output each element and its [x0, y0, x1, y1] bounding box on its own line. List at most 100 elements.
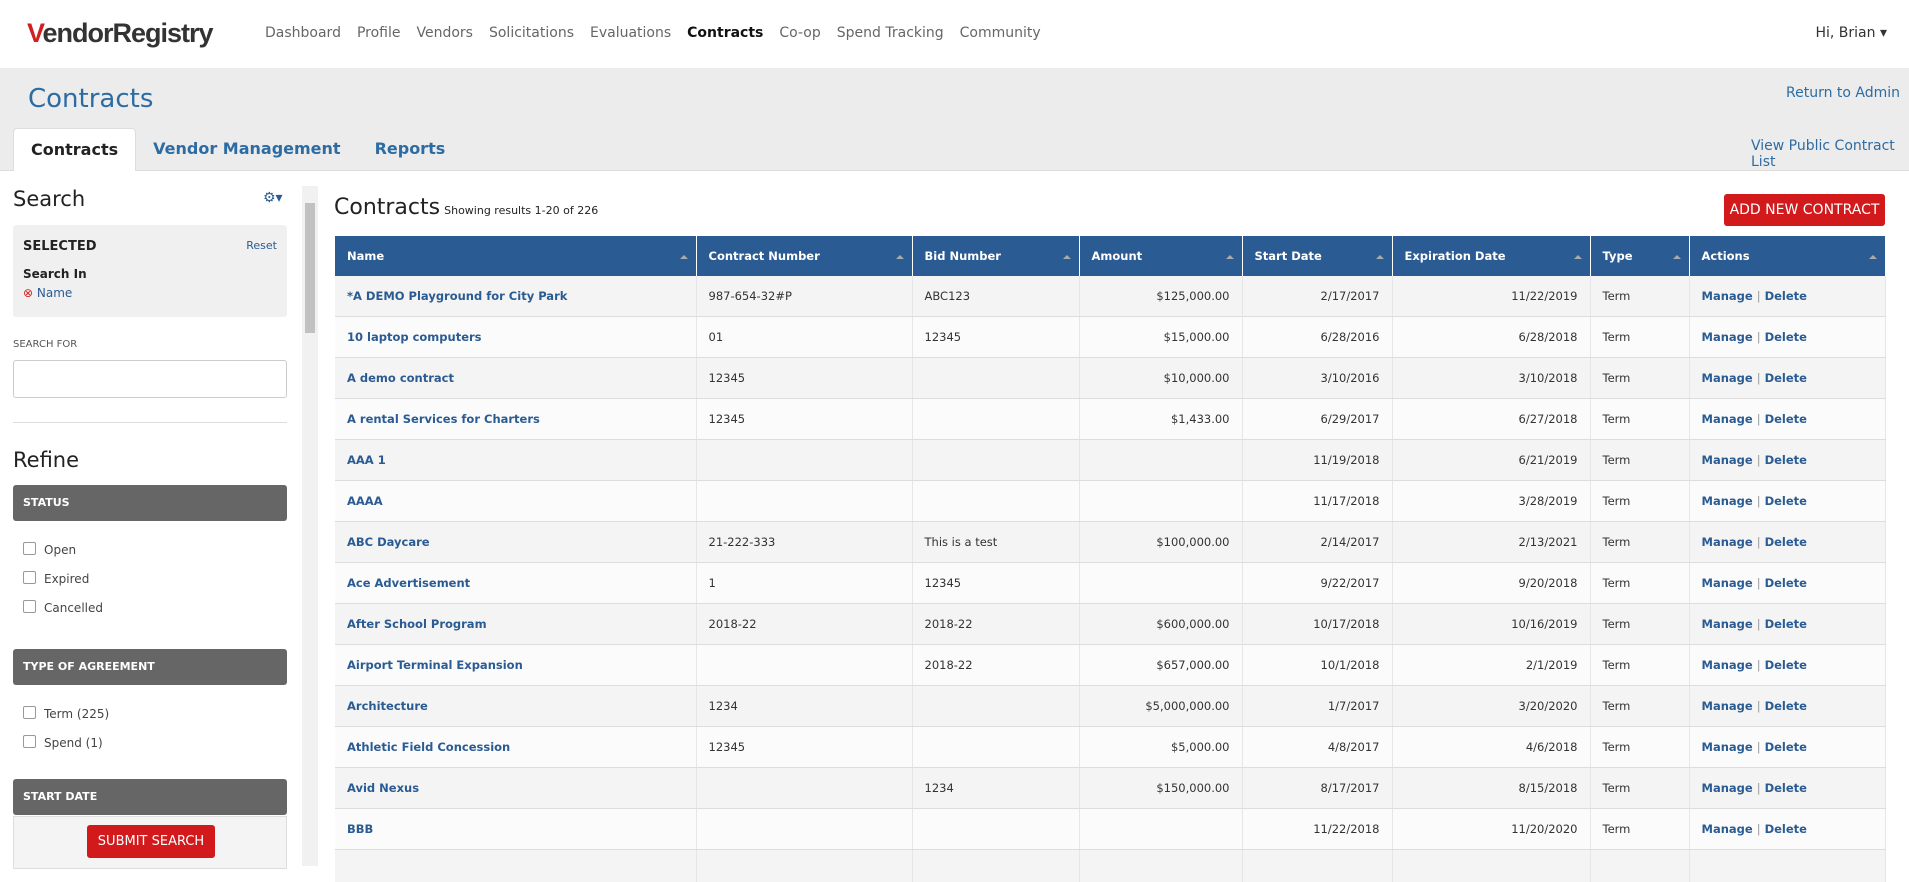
- action-link[interactable]: Manage: [1701, 617, 1753, 631]
- submit-button[interactable]: SUBMIT SEARCH: [87, 825, 215, 858]
- cell: $100,000.00: [1079, 521, 1243, 563]
- contract-name[interactable]: Athletic Field Concession: [335, 726, 697, 768]
- cell: 987-654-32#P: [696, 276, 913, 317]
- action-link[interactable]: Delete: [1764, 658, 1807, 672]
- action-link[interactable]: Delete: [1764, 289, 1807, 303]
- action-link[interactable]: Delete: [1764, 617, 1807, 631]
- action-link[interactable]: Manage: [1701, 371, 1753, 385]
- nav-link[interactable]: Solicitations: [488, 25, 574, 41]
- contract-name[interactable]: BBB: [335, 808, 697, 850]
- action-link[interactable]: Manage: [1701, 740, 1753, 754]
- nav-link[interactable]: Co-op: [779, 25, 821, 41]
- filter-header[interactable]: START DATE: [13, 779, 287, 815]
- contract-name[interactable]: Ace Advertisement: [335, 562, 697, 604]
- action-link[interactable]: Manage: [1701, 535, 1753, 549]
- contracts-table: Name Contract Number Bid Number Amount Start…: [335, 236, 1886, 882]
- contract-name[interactable]: Airport Terminal Expansion: [335, 644, 697, 686]
- contract-name[interactable]: ABC Daycare: [335, 521, 697, 563]
- action-link[interactable]: Delete: [1764, 535, 1807, 549]
- action-link[interactable]: Manage: [1701, 289, 1753, 303]
- action-link[interactable]: Manage: [1701, 412, 1753, 426]
- public-link[interactable]: View Public Contract List: [1751, 138, 1895, 170]
- nav-link[interactable]: Spend Tracking: [836, 25, 944, 41]
- action-link[interactable]: Delete: [1764, 822, 1807, 836]
- contract-name[interactable]: A rental Services for Charters: [335, 398, 697, 440]
- nav-link[interactable]: Profile: [356, 25, 401, 41]
- selected-box: SELECTED Reset Search In ⊗ Name: [13, 225, 287, 317]
- search-input[interactable]: [13, 360, 287, 398]
- checkbox[interactable]: [23, 542, 36, 555]
- contract-name[interactable]: Architecture: [335, 685, 697, 727]
- action-link[interactable]: Manage: [1701, 822, 1753, 836]
- action-link[interactable]: Delete: [1764, 371, 1807, 385]
- filter-option[interactable]: Expired: [23, 571, 89, 586]
- contract-name[interactable]: AAAA: [335, 480, 697, 522]
- column-header[interactable]: Bid Number: [912, 236, 1080, 276]
- filter-option[interactable]: Term (225): [23, 706, 109, 721]
- action-link[interactable]: Delete: [1764, 576, 1807, 590]
- action-link[interactable]: Manage: [1701, 494, 1753, 508]
- item-text: Name: [36, 286, 73, 300]
- add-button[interactable]: ADD NEW CONTRACT: [1724, 194, 1885, 226]
- checkbox[interactable]: [23, 571, 36, 584]
- action-link[interactable]: Manage: [1701, 453, 1753, 467]
- filter-header[interactable]: TYPE OF AGREEMENT: [13, 649, 287, 685]
- user-menu[interactable]: Hi, Brian ▾: [1815, 25, 1887, 41]
- action-link[interactable]: Delete: [1764, 740, 1807, 754]
- column-header[interactable]: Name: [335, 236, 697, 276]
- cell: 11/22/2018: [1242, 808, 1393, 850]
- action-link[interactable]: Manage: [1701, 576, 1753, 590]
- tab[interactable]: Reports: [374, 139, 446, 158]
- filter-option[interactable]: Cancelled: [23, 600, 103, 615]
- column-header[interactable]: Contract Number: [696, 236, 913, 276]
- filter-header[interactable]: STATUS: [13, 485, 287, 521]
- checkbox[interactable]: [23, 600, 36, 613]
- action-link[interactable]: Delete: [1764, 781, 1807, 795]
- action-link[interactable]: Manage: [1701, 330, 1753, 344]
- contract-name[interactable]: After School Program: [335, 603, 697, 645]
- checkbox[interactable]: [23, 735, 36, 748]
- cell: [696, 808, 913, 850]
- column-header[interactable]: Expiration Date: [1392, 236, 1591, 276]
- nav-link[interactable]: Evaluations: [589, 25, 672, 41]
- page-band: [0, 68, 1909, 171]
- action-link[interactable]: Manage: [1701, 781, 1753, 795]
- selected-item[interactable]: ⊗ Name: [23, 286, 73, 300]
- action-link[interactable]: Delete: [1764, 412, 1807, 426]
- column-header[interactable]: Start Date: [1242, 236, 1393, 276]
- scrollbar[interactable]: [302, 186, 318, 866]
- checkbox[interactable]: [23, 706, 36, 719]
- separator: |: [1756, 330, 1761, 344]
- action-link[interactable]: Delete: [1764, 699, 1807, 713]
- cell: [1079, 439, 1243, 481]
- column-header[interactable]: Type: [1590, 236, 1690, 276]
- contract-name[interactable]: 10 laptop computers: [335, 316, 697, 358]
- column-header[interactable]: Actions: [1689, 236, 1886, 276]
- column-header[interactable]: Amount: [1079, 236, 1243, 276]
- contract-name[interactable]: A demo contract: [335, 357, 697, 399]
- actions: Manage | Delete: [1689, 316, 1886, 358]
- user-name: Hi, Brian: [1815, 25, 1876, 41]
- nav-link[interactable]: Contracts: [687, 25, 764, 41]
- action-link[interactable]: Delete: [1764, 453, 1807, 467]
- nav-link[interactable]: Community: [959, 25, 1041, 41]
- nav-link[interactable]: Dashboard: [265, 25, 341, 41]
- tab[interactable]: Contracts: [13, 128, 137, 171]
- contract-name[interactable]: *A DEMO Playground for City Park: [335, 276, 697, 317]
- reset[interactable]: Reset: [246, 239, 277, 252]
- action-link[interactable]: Manage: [1701, 699, 1753, 713]
- action-link[interactable]: Delete: [1764, 330, 1807, 344]
- tab[interactable]: Vendor Management: [153, 139, 341, 158]
- logo[interactable]: VendorRegistry: [27, 18, 214, 48]
- cell: 2/17/2017: [1242, 276, 1393, 317]
- nav-link[interactable]: Vendors: [416, 25, 473, 41]
- settings[interactable]: ⚙▾: [263, 190, 283, 206]
- filter-option[interactable]: Open: [23, 542, 76, 557]
- return-link[interactable]: Return to Admin: [1786, 85, 1901, 101]
- contract-name[interactable]: Avid Nexus: [335, 767, 697, 809]
- cell: 6/21/2019: [1392, 439, 1591, 481]
- action-link[interactable]: Manage: [1701, 658, 1753, 672]
- contract-name[interactable]: AAA 1: [335, 439, 697, 481]
- filter-option[interactable]: Spend (1): [23, 735, 103, 750]
- action-link[interactable]: Delete: [1764, 494, 1807, 508]
